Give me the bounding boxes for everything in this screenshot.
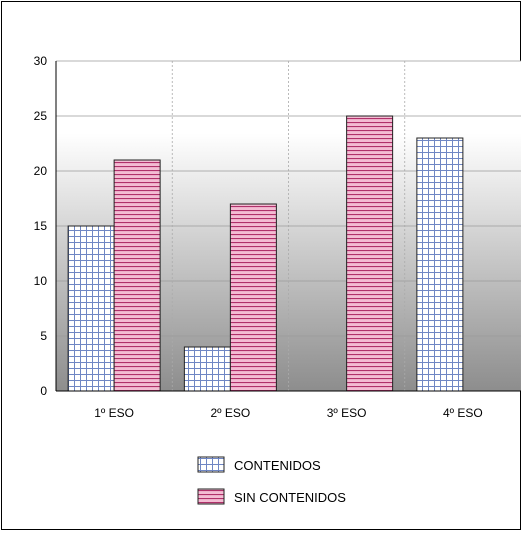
bar-sin-contenidos bbox=[346, 115, 394, 392]
y-tick-label: 10 bbox=[34, 274, 48, 288]
y-tick-label: 20 bbox=[34, 164, 48, 178]
y-tick-label: 30 bbox=[34, 54, 48, 68]
x-tick-label: 4º ESO bbox=[443, 406, 483, 420]
legend-label-contenidos: CONTENIDOS bbox=[234, 458, 321, 473]
bar-contenidos bbox=[183, 346, 231, 392]
y-tick-label: 5 bbox=[40, 329, 47, 343]
bar-contenidos bbox=[416, 137, 464, 392]
y-tick-label: 0 bbox=[40, 384, 47, 398]
x-tick-label: 2º ESO bbox=[211, 406, 251, 420]
x-tick-label: 1º ESO bbox=[94, 406, 134, 420]
legend-label-sin-contenidos: SIN CONTENIDOS bbox=[234, 490, 346, 505]
vertical-gridlines bbox=[171, 61, 406, 391]
bar-sin-contenidos bbox=[113, 159, 161, 392]
legend-swatch-sin-contenidos bbox=[197, 488, 225, 505]
y-tick-label: 25 bbox=[34, 109, 48, 123]
x-axis-labels: 1º ESO 2º ESO 3º ESO 4º ESO bbox=[94, 406, 482, 420]
y-tick-label: 15 bbox=[34, 219, 48, 233]
bar-contenidos bbox=[67, 225, 115, 392]
legend: CONTENIDOS SIN CONTENIDOS bbox=[197, 456, 346, 505]
legend-swatch-contenidos bbox=[197, 456, 225, 473]
y-axis-ticks: 0 5 10 15 20 25 30 bbox=[34, 54, 48, 398]
bar-sin-contenidos bbox=[229, 203, 277, 392]
x-tick-label: 3º ESO bbox=[327, 406, 367, 420]
